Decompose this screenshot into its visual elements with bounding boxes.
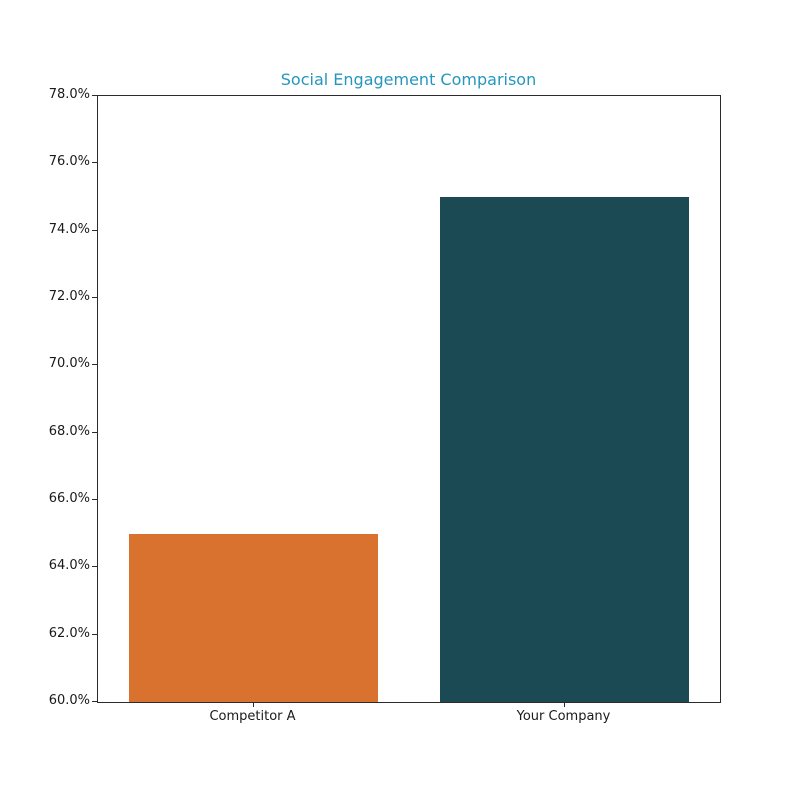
y-tick-label: 68.0% [48,423,90,439]
y-tick-label: 76.0% [48,154,90,170]
y-tick-label: 66.0% [48,491,90,506]
x-tick-mark [253,702,254,707]
x-tick-label: Competitor A [209,709,296,724]
y-tick-label: 72.0% [48,289,90,304]
x-tick-label: Your Company [516,709,611,724]
chart-title: Social Engagement Comparison [280,70,537,89]
bar-competitor-a [129,533,378,702]
y-tick-mark [92,634,97,635]
bar-your-company [440,197,689,702]
y-tick-label: 70.0% [48,356,90,372]
y-tick-mark [92,95,97,96]
y-tick-label: 74.0% [48,221,90,237]
y-tick-label: 60.0% [48,693,90,708]
y-tick-mark [92,566,97,567]
y-tick-mark [92,432,97,433]
y-tick-mark [92,364,97,365]
y-tick-mark [92,297,97,298]
x-tick-mark [564,702,565,707]
y-tick-mark [92,701,97,702]
y-tick-mark [92,230,97,231]
y-tick-mark [92,162,97,163]
y-tick-label: 64.0% [48,558,90,574]
plot-area [97,95,721,703]
y-tick-label: 62.0% [48,625,90,641]
y-tick-mark [92,499,97,500]
y-tick-label: 78.0% [48,87,90,102]
